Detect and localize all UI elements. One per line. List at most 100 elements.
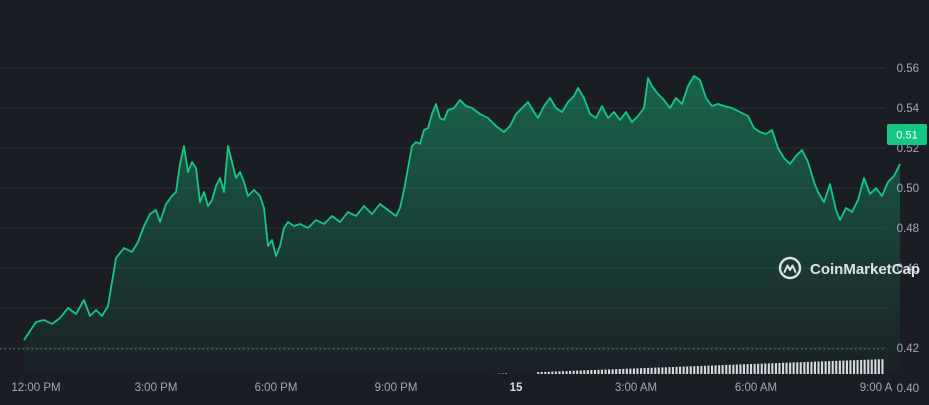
volume-bar [629,369,631,374]
x-tick-label: 3:00 PM [135,382,178,394]
volume-bar [864,360,866,374]
volume-bar [697,366,699,374]
volume-bar [576,371,578,374]
volume-bar [612,369,614,374]
volume-bar [644,368,646,374]
x-tick-label: 6:00 AM [735,382,777,394]
volume-bar [683,367,685,374]
volume-bar [668,367,670,374]
y-tick-label: 0.48 [897,223,919,235]
volume-bar [718,365,720,374]
volume-bar [825,361,827,374]
volume-bar [793,362,795,374]
volume-bar [551,372,553,374]
volume-bar [590,370,592,374]
volume-bar [739,364,741,374]
volume-bar [537,372,539,374]
volume-bar [633,369,635,375]
price-badge-label: 0.51 [896,130,917,142]
volume-bar [768,363,770,374]
volume-bar [736,365,738,375]
volume-bar [842,361,844,374]
current-price-badge: 0.51 [887,124,927,145]
volume-bar [732,365,734,374]
volume-bar [839,361,841,374]
volume-bar [722,365,724,374]
volume-bar [569,371,571,374]
volume-bar [789,363,791,374]
volume-bar [704,366,706,374]
volume-bar [676,367,678,374]
watermark-text: CoinMarketCap [810,261,920,278]
volume-bar [849,360,851,374]
volume-bar [853,360,855,374]
volume-bar [580,371,582,375]
volume-bar [654,368,656,374]
volume-bar [573,371,575,374]
volume-bar [583,370,585,374]
y-tick-label: 0.40 [897,383,919,395]
volume-bar [803,362,805,374]
volume-bar [597,370,599,374]
volume-bar [541,372,543,374]
volume-bar [867,360,869,374]
volume-bar [566,371,568,374]
y-tick-label: 0.42 [897,343,919,355]
y-axis: 0.400.420.460.480.500.520.540.56 [897,63,920,395]
volume-bar [690,366,692,374]
volume-bar [782,363,784,374]
volume-bar [729,365,731,374]
y-tick-label: 0.50 [897,183,919,195]
volume-bar [651,368,653,374]
volume-bar [874,359,876,374]
volume-bar [658,368,660,375]
volume-bar [661,367,663,374]
x-tick-label: 9:00 PM [375,382,418,394]
volume-bar [878,359,880,374]
volume-bar [881,359,883,374]
volume-bar [814,362,816,374]
volume-bar [715,365,717,374]
volume-bar [605,370,607,375]
volume-bar [626,369,628,374]
volume-bar [594,370,596,374]
volume-bar [665,367,667,374]
volume-bar [860,360,862,374]
volume-bar [764,364,766,375]
volume-bar [771,363,773,374]
x-tick-label: 3:00 AM [615,382,657,394]
volume-bar [558,371,560,374]
volume-bar [810,362,812,374]
volume-bar [835,361,837,374]
volume-bar [807,362,809,374]
volume-bar [747,364,749,374]
x-tick-label: 6:00 PM [255,382,298,394]
volume-bar [640,368,642,374]
volume-bar [608,369,610,374]
price-area [24,76,900,374]
volume-bar [828,361,830,374]
volume-bar [754,364,756,374]
volume-bar [707,366,709,374]
volume-bar [857,360,859,374]
volume-bar [693,366,695,374]
volume-bar [846,361,848,375]
volume-bar [672,367,674,374]
volume-bar [615,369,617,374]
price-area-fill [24,76,900,374]
y-tick-label: 0.56 [897,63,919,75]
volume-bar [786,363,788,374]
volume-bar [832,361,834,374]
volume-bar [750,364,752,374]
volume-bar [619,369,621,374]
volume-bar [686,366,688,374]
x-tick-label: 12:00 PM [11,382,60,394]
volume-bar [725,365,727,374]
volume-bar [505,373,507,374]
volume-bar [562,371,564,374]
volume-bar [679,367,681,374]
volume-bar [548,372,550,374]
